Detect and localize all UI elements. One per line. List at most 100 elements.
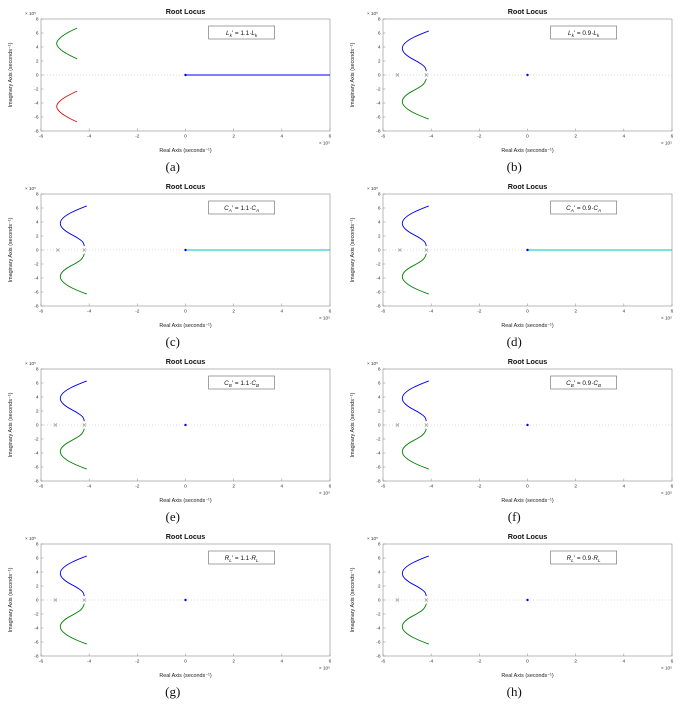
y-tick-label: 4 [378,220,381,226]
x-tick-label: 0 [184,309,187,315]
marker-origin-marker [526,598,529,602]
y-tick-label: -6 [376,290,381,296]
y-tick-label: 8 [378,367,381,373]
legend-box [208,25,276,40]
x-tick-label: 6 [329,309,332,315]
x-scale-label: × 10⁵ [319,316,330,321]
x-tick-label: 2 [233,659,236,665]
legend-formula: CA′ = 1.1·CA [224,205,259,213]
series-upper-branch [60,205,88,247]
y-axis-label: Imaginary Axis (seconds⁻¹) [8,392,14,457]
y-tick-label: -2 [34,612,39,618]
plot-title: Root Locus [507,532,547,541]
y-tick-label: 6 [36,206,39,212]
x-axis-label: Real Axis (seconds⁻¹) [501,323,553,329]
y-tick-label: 4 [378,45,381,51]
marker-pole-markers [82,423,87,427]
x-scale-label: × 10⁵ [319,491,330,496]
marker-origin-marker [526,73,529,77]
x-tick-label: 0 [526,659,529,665]
x-tick-label: -2 [477,484,482,490]
y-tick-label: 6 [378,381,381,387]
x-tick-label: 4 [281,309,284,315]
x-tick-label: 4 [622,134,625,140]
y-tick-label: -2 [376,437,381,443]
y-tick-label: 6 [378,31,381,37]
subplot-caption: (g) [165,684,181,699]
series-upper-branch [56,27,78,60]
subplot-panel: -6 -4 -2 0 2 4 6 -8 -6 -4 -2 0 2 4 6 8 Root Locus Real Ax… [2,178,344,351]
legend-box [208,550,276,565]
x-tick-label: 0 [526,484,529,490]
y-tick-label: -6 [34,640,39,646]
subplot-caption: (f) [507,509,521,524]
x-tick-label: -2 [477,134,482,140]
legend-box [550,550,617,565]
series-lower-branch [401,428,429,470]
x-tick-label: 2 [574,134,577,140]
y-tick-label: 2 [36,234,39,240]
y-tick-label: -6 [376,465,381,471]
y-tick-label: 0 [36,73,39,79]
y-axis-label: Imaginary Axis (seconds⁻¹) [8,567,14,632]
y-tick-label: -4 [34,276,39,282]
y-tick-label: -8 [34,304,39,310]
legend-box [550,375,617,390]
y-tick-label: -4 [376,101,381,107]
x-tick-label: 2 [233,134,236,140]
y-tick-label: -2 [34,262,39,268]
x-tick-label: -6 [39,484,44,490]
y-tick-label: 0 [36,423,39,429]
x-tick-label: 0 [184,659,187,665]
marker-pole-markers [56,248,60,252]
y-tick-label: -4 [34,451,39,457]
plot-title: Root Locus [166,7,206,16]
y-tick-label: 2 [36,59,39,65]
x-tick-label: 4 [281,134,284,140]
series-upper-branch [60,555,88,597]
series-lower-branch [60,603,88,645]
marker-origin-marker [184,73,187,77]
y-tick-label: 2 [378,409,381,415]
marker-pole-markers [82,248,87,252]
x-tick-label: 0 [184,484,187,490]
y-tick-label: 6 [36,31,39,37]
x-tick-label: -2 [135,659,140,665]
series-lower-branch [401,253,429,295]
marker-pole-markers [424,73,428,77]
marker-pole-markers [53,598,58,602]
y-axis-label: Imaginary Axis (seconds⁻¹) [350,567,356,632]
y-tick-label: -4 [34,626,39,632]
y-scale-label: × 10⁵ [367,186,378,191]
series-lower-branch [401,78,429,120]
subplot-panel: -6 -4 -2 0 2 4 6 -8 -6 -4 -2 0 2 4 6 8 Root Locus Real Ax… [344,353,686,526]
subplot-caption: (b) [506,159,522,174]
x-scale-label: × 10⁵ [319,666,330,671]
series-upper-branch [401,555,429,597]
legend-formula: RL′ = 1.1·RL [225,555,259,563]
y-tick-label: 8 [378,192,381,198]
y-tick-label: 8 [378,542,381,548]
y-tick-label: -6 [376,115,381,121]
y-tick-label: -6 [376,640,381,646]
legend-box [208,200,276,215]
y-tick-label: -6 [34,465,39,471]
y-tick-label: -2 [34,87,39,93]
y-tick-label: 6 [36,381,39,387]
y-axis-label: Imaginary Axis (seconds⁻¹) [8,42,14,107]
y-axis-label: Imaginary Axis (seconds⁻¹) [350,392,356,457]
marker-pole-markers [53,423,58,427]
marker-pole-markers [395,423,400,427]
x-tick-label: -2 [477,659,482,665]
x-tick-label: -4 [429,659,434,665]
y-tick-label: -8 [376,654,381,660]
x-tick-label: -6 [381,309,386,315]
y-tick-label: 8 [36,367,39,373]
x-tick-label: 6 [670,134,673,140]
x-axis-label: Real Axis (seconds⁻¹) [160,323,212,329]
x-tick-label: -4 [429,134,434,140]
